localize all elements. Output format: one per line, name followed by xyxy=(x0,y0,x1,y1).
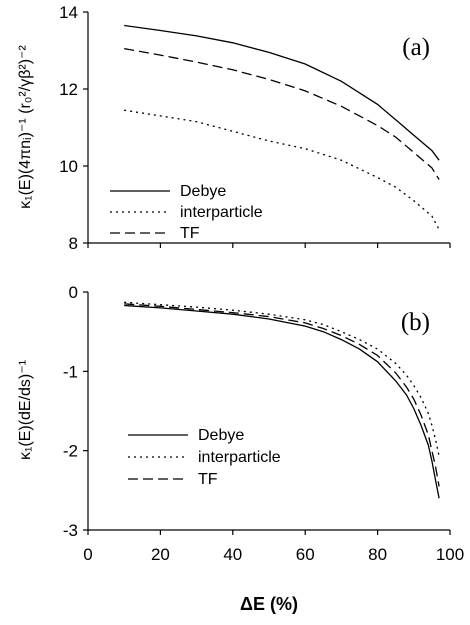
y-tick-label: 10 xyxy=(59,157,78,176)
y-tick-label: 12 xyxy=(59,80,78,99)
panel-label: (b) xyxy=(401,309,430,336)
axes: 0 -1 -2 -3 0 20 40 60 80 100 xyxy=(63,283,464,564)
x-axis-label: ΔE (%) xyxy=(240,594,298,614)
series-line-Debye xyxy=(124,24,440,161)
y-tick-label: -3 xyxy=(63,521,78,540)
legend: Debye interparticle TF xyxy=(128,427,281,488)
y-tick-label: 0 xyxy=(69,283,78,302)
y-axis-label: κ₁(E)(dE/ds)⁻¹ xyxy=(17,360,34,460)
legend-label-TF: TF xyxy=(180,225,200,242)
panel-label: (a) xyxy=(402,34,430,61)
y-tick-label: 8 xyxy=(69,234,78,253)
x-tick-label: 60 xyxy=(296,545,315,564)
x-tick-label: 0 xyxy=(83,545,92,564)
x-tick-label: 100 xyxy=(436,545,464,564)
x-tick-label: 20 xyxy=(151,545,170,564)
legend-label-Debye: Debye xyxy=(180,183,226,200)
series-line-TF xyxy=(124,303,440,487)
panel-b-chart: 0 -1 -2 -3 0 20 40 60 80 100 κ₁(E)(dE/ds)⁻¹ ΔE (%) (… xyxy=(17,283,464,614)
y-tick-label: -2 xyxy=(63,442,78,461)
series-line-TF xyxy=(124,47,440,180)
legend-label-Debye: Debye xyxy=(198,427,244,444)
legend: Debye interparticle TF xyxy=(110,183,263,242)
legend-label-TF: TF xyxy=(198,471,218,488)
x-tick-label: 40 xyxy=(223,545,242,564)
series-line-interparticle xyxy=(124,109,440,230)
panel-a-chart: 8 10 12 14 κ₁(E)(4πnᵢ)⁻¹ (r₀²/γβ²)⁻² (a) Debye… xyxy=(17,3,451,253)
legend-label-interparticle: interparticle xyxy=(180,204,263,221)
y-axis-label: κ₁(E)(4πnᵢ)⁻¹ (r₀²/γβ²)⁻² xyxy=(17,45,34,209)
y-tick-label: 14 xyxy=(59,3,78,22)
legend-label-interparticle: interparticle xyxy=(198,449,281,466)
series-line-Debye xyxy=(124,304,440,499)
axes: 8 10 12 14 xyxy=(59,3,451,253)
x-tick-label: 80 xyxy=(368,545,387,564)
y-tick-label: -1 xyxy=(63,362,78,381)
series-line-interparticle xyxy=(124,301,440,457)
